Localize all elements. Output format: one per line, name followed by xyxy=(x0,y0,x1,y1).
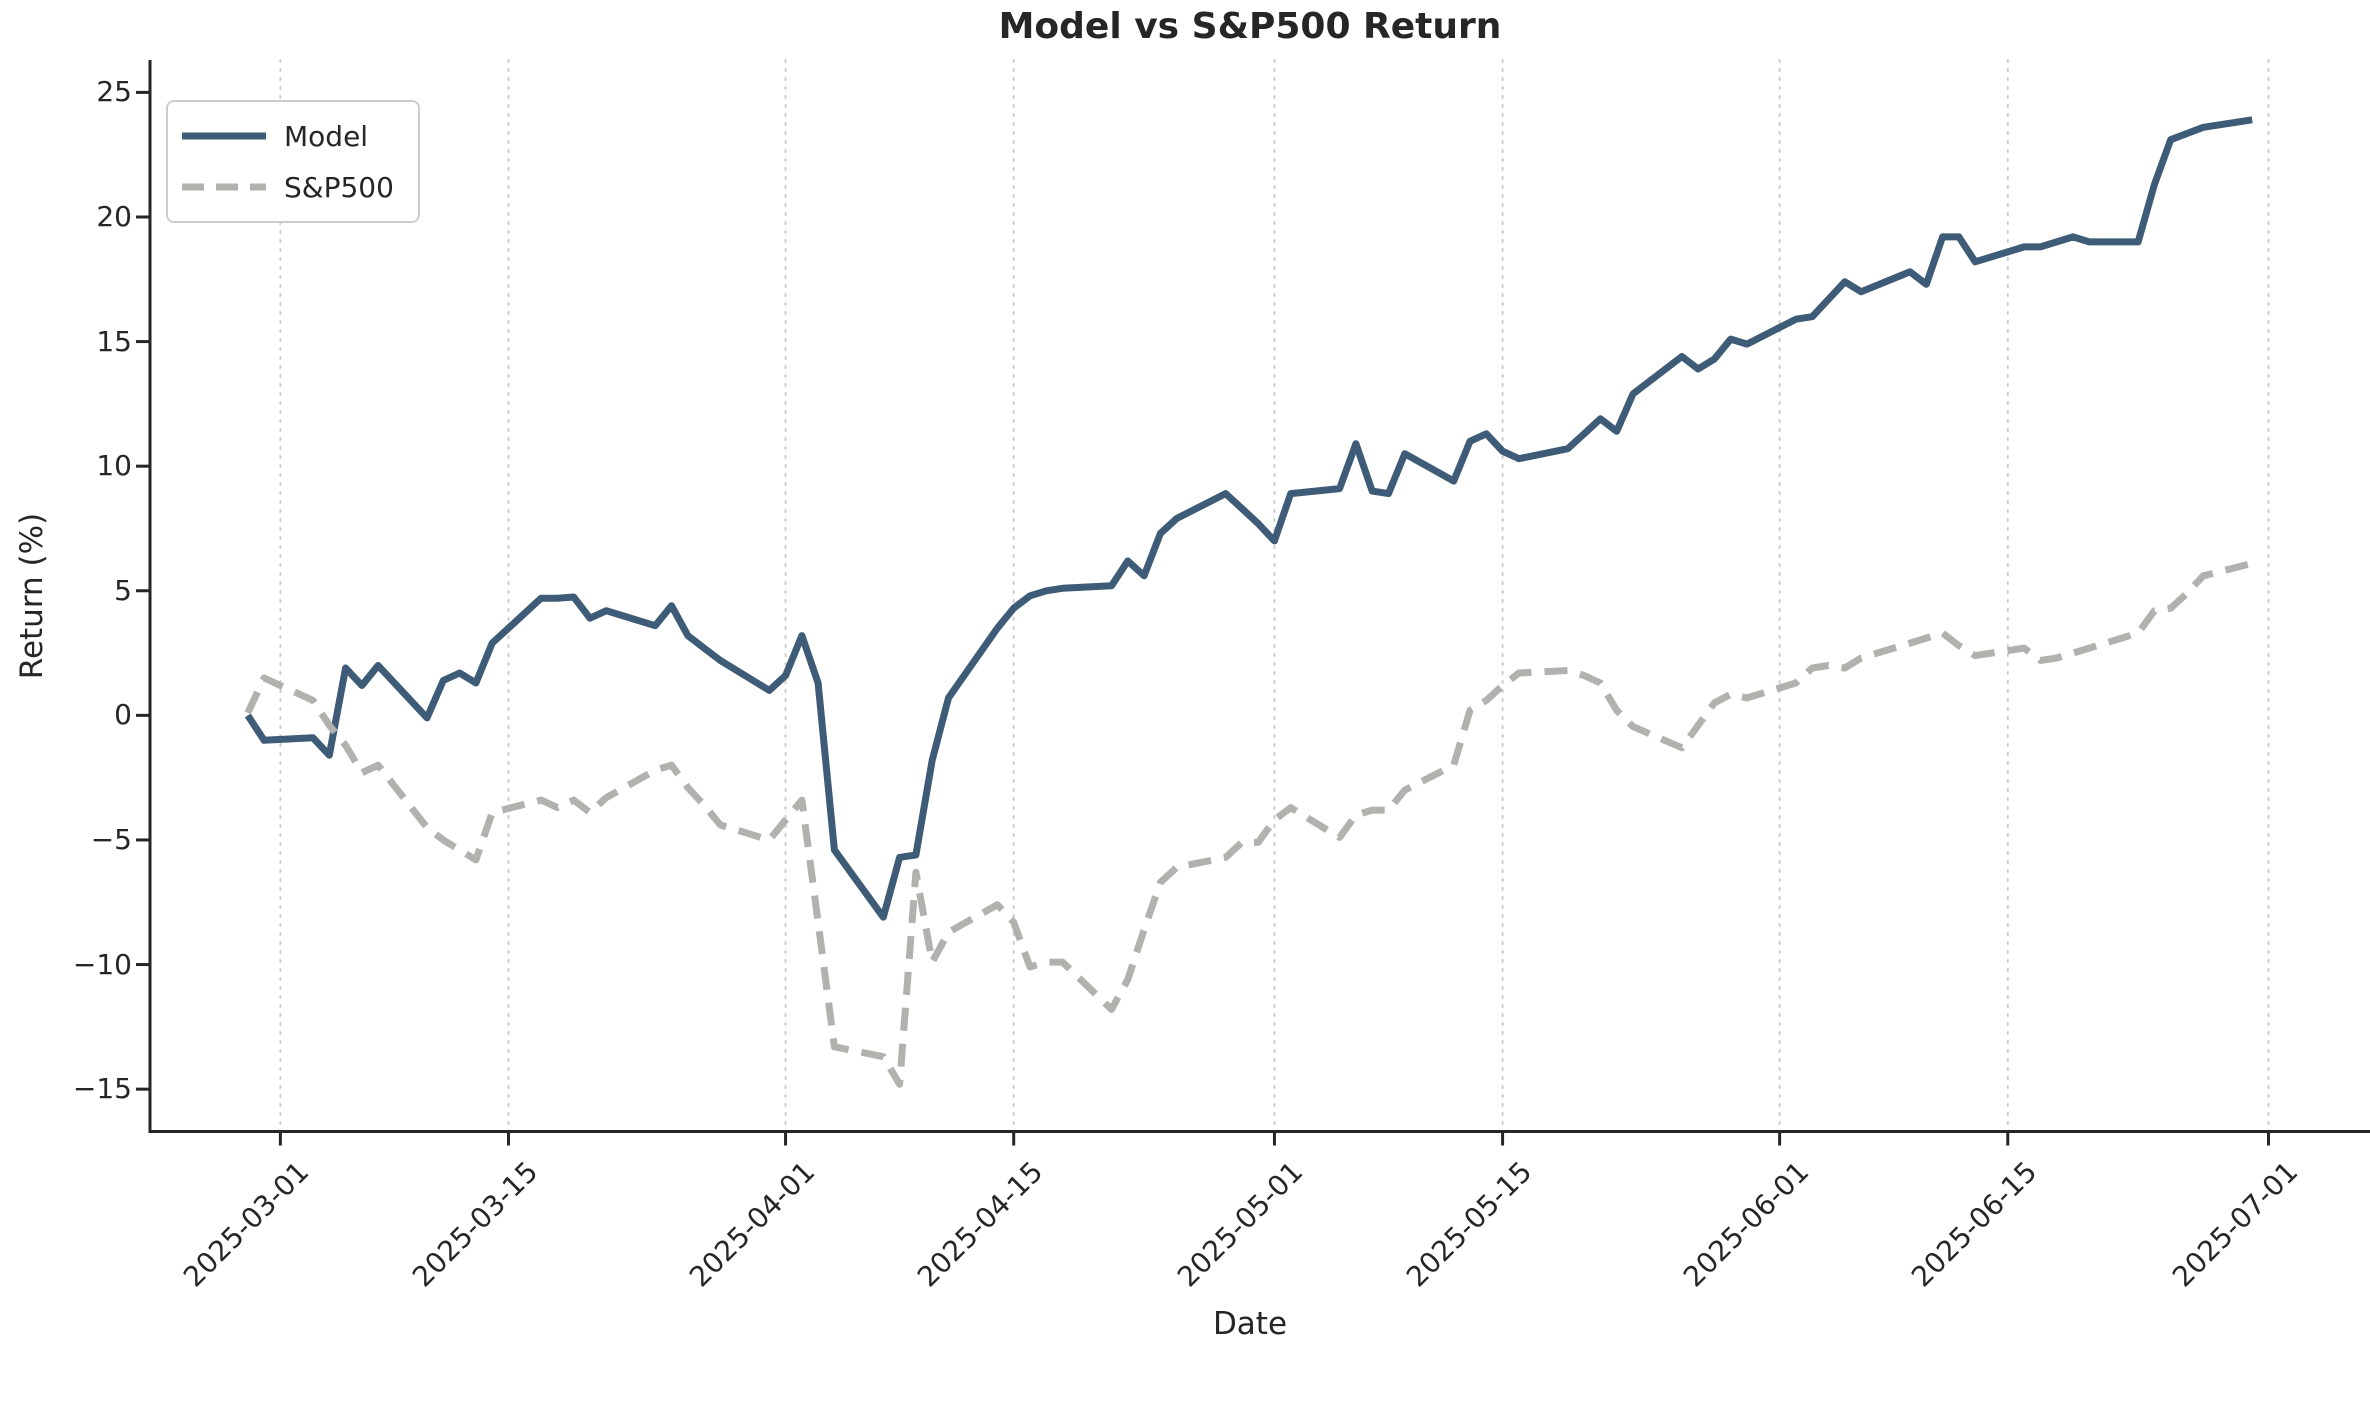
y-tick-label: 0 xyxy=(114,698,132,732)
series-line-model xyxy=(244,116,2253,921)
y-tick-label: 25 xyxy=(96,75,132,109)
legend-item-model: Model xyxy=(182,120,404,153)
y-tick-label: −10 xyxy=(72,947,132,981)
legend-label-sp500: S&P500 xyxy=(284,170,394,204)
y-tick-label: 5 xyxy=(114,573,132,607)
y-tick-label: 15 xyxy=(96,324,132,358)
chart-title: Model vs S&P500 Return xyxy=(998,6,1502,47)
legend-label-model: Model xyxy=(284,119,369,153)
y-tick-label: 20 xyxy=(96,199,132,233)
series-line-sp500 xyxy=(244,560,2254,1088)
legend-item-sp500: S&P500 xyxy=(182,171,404,204)
sp500-line-sample-icon xyxy=(182,183,266,191)
model-line-sample-icon xyxy=(182,132,266,140)
legend: Model S&P500 xyxy=(166,100,420,223)
y-tick-label: 10 xyxy=(96,449,132,483)
x-axis-title: Date xyxy=(1212,1306,1288,1342)
y-tick-label: −15 xyxy=(72,1072,132,1106)
y-tick-label: −5 xyxy=(90,822,132,856)
